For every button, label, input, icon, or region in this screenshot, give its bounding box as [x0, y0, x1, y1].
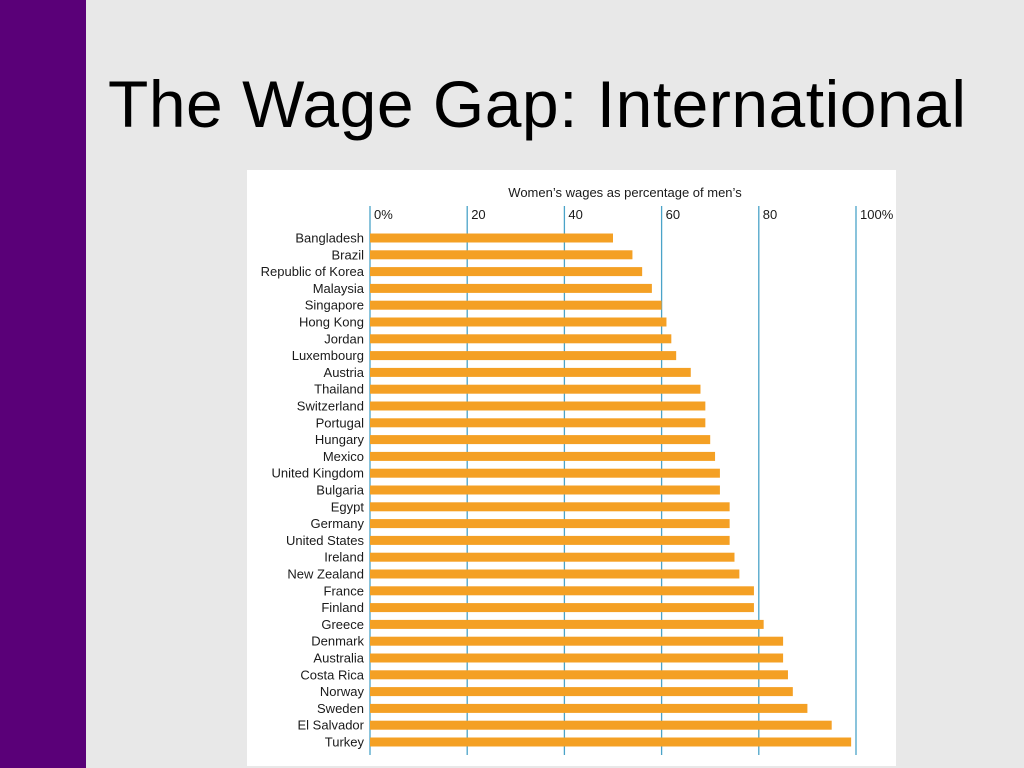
category-label: United Kingdom	[272, 466, 365, 481]
x-tick-label: 40	[568, 207, 582, 222]
category-label: Brazil	[331, 247, 364, 262]
bar	[370, 519, 730, 529]
bar	[370, 451, 716, 461]
category-label: United States	[286, 533, 365, 548]
category-label: Austria	[324, 365, 365, 380]
bar	[370, 636, 784, 646]
bar	[370, 569, 740, 579]
bar	[370, 552, 735, 562]
category-label: Ireland	[324, 550, 364, 565]
bar	[370, 485, 720, 495]
category-label: Sweden	[317, 701, 364, 716]
category-label: Greece	[321, 617, 364, 632]
category-label: Bulgaria	[316, 483, 364, 498]
bar	[370, 418, 706, 428]
category-label: Singapore	[305, 298, 364, 313]
bar	[370, 720, 832, 730]
category-label: Denmark	[311, 634, 364, 649]
category-label: Bangladesh	[295, 231, 364, 246]
bar	[370, 435, 711, 445]
bar	[370, 703, 808, 713]
category-label: France	[324, 583, 364, 598]
category-label: Malaysia	[313, 281, 365, 296]
x-tick-label: 80	[763, 207, 777, 222]
bar	[370, 603, 754, 613]
bar-chart: Women’s wages as percentage of men’s 0% 20…	[261, 185, 894, 755]
bar	[370, 267, 643, 277]
category-label: Portugal	[316, 415, 365, 430]
bar	[370, 468, 720, 478]
bar	[370, 300, 662, 310]
category-label: Costa Rica	[300, 667, 364, 682]
bar	[370, 653, 784, 663]
category-label: Turkey	[325, 735, 365, 750]
x-tick-label: 0%	[374, 207, 393, 222]
chart-panel: Women’s wages as percentage of men’s 0% 20…	[247, 170, 896, 766]
category-label: Australia	[313, 651, 364, 666]
category-label: Norway	[320, 684, 365, 699]
bar	[370, 233, 613, 243]
bar	[370, 250, 633, 260]
bar	[370, 384, 701, 394]
category-label: Republic of Korea	[261, 264, 365, 279]
chart-title: Women’s wages as percentage of men’s	[508, 185, 742, 200]
category-label: Finland	[321, 600, 364, 615]
bar	[370, 535, 730, 545]
category-label: Luxembourg	[292, 348, 364, 363]
bar	[370, 619, 764, 629]
category-label: Jordan	[324, 331, 364, 346]
bar	[370, 317, 667, 327]
bar	[370, 687, 793, 697]
bar	[370, 367, 691, 377]
bar	[370, 283, 652, 293]
x-tick-label: 20	[471, 207, 485, 222]
bar	[370, 334, 672, 344]
category-label: Germany	[311, 516, 365, 531]
category-label: El Salvador	[298, 718, 365, 733]
x-tick-label: 60	[666, 207, 680, 222]
category-label: Hong Kong	[299, 315, 364, 330]
bar	[370, 586, 754, 596]
bar	[370, 502, 730, 512]
slide-sidebar-accent	[0, 0, 86, 768]
bar	[370, 401, 706, 411]
slide-title: The Wage Gap: International	[108, 67, 967, 141]
x-tick-label: 100%	[860, 207, 894, 222]
category-label: Mexico	[323, 449, 364, 464]
category-label: Thailand	[314, 382, 364, 397]
bar	[370, 737, 852, 747]
category-label: New Zealand	[287, 567, 364, 582]
bar	[370, 670, 788, 680]
category-label: Egypt	[331, 499, 365, 514]
category-label: Switzerland	[297, 399, 364, 414]
category-label: Hungary	[315, 432, 365, 447]
bar	[370, 351, 677, 361]
